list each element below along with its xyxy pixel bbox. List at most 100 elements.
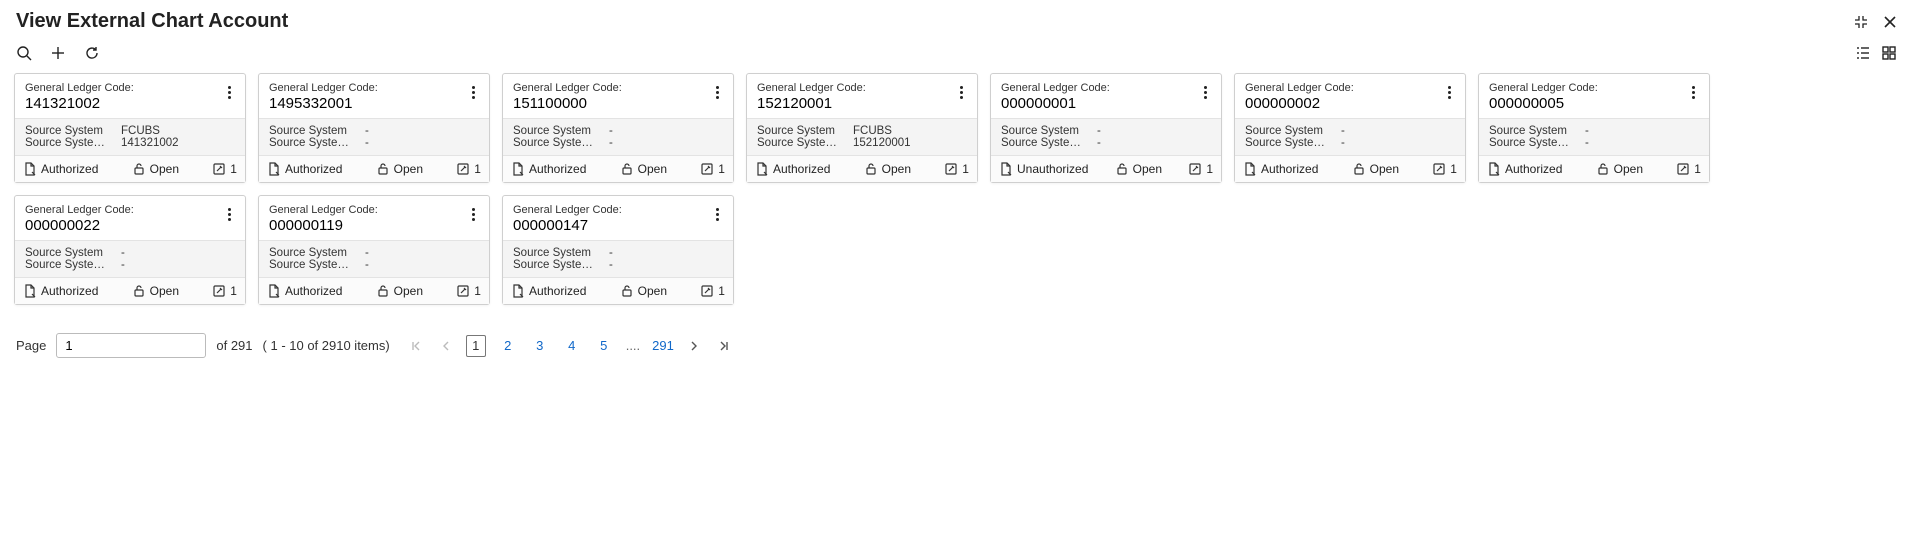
- document-icon: [755, 162, 769, 176]
- source-system-value: -: [1341, 125, 1455, 137]
- edit-count: 1: [944, 162, 969, 176]
- page-input[interactable]: [56, 333, 206, 358]
- prev-page-icon[interactable]: [436, 336, 456, 356]
- card-menu-icon[interactable]: [956, 82, 967, 103]
- source-syste-label: Source Syste…: [513, 259, 603, 271]
- account-card: General Ledger Code:1495332001Source Sys…: [258, 73, 490, 183]
- search-icon[interactable]: [16, 45, 32, 61]
- source-syste-label: Source Syste…: [1489, 137, 1579, 149]
- card-menu-icon[interactable]: [1444, 82, 1455, 103]
- edit-icon: [1432, 162, 1446, 176]
- lock-open-icon: [1352, 162, 1366, 176]
- list-view-icon[interactable]: [1855, 45, 1871, 61]
- source-system-value: FCUBS: [853, 125, 967, 137]
- card-menu-icon[interactable]: [1200, 82, 1211, 103]
- edit-count: 1: [1188, 162, 1213, 176]
- document-icon: [1243, 162, 1257, 176]
- source-syste-value: -: [1341, 137, 1455, 149]
- source-syste-label: Source Syste…: [513, 137, 603, 149]
- account-card: General Ledger Code:000000005Source Syst…: [1478, 73, 1710, 183]
- add-icon[interactable]: [50, 45, 66, 61]
- auth-status: Authorized: [267, 162, 342, 176]
- record-state: Open: [864, 162, 911, 176]
- source-syste-label: Source Syste…: [1001, 137, 1091, 149]
- page-number[interactable]: 3: [530, 335, 550, 357]
- page-of: of 291: [216, 338, 252, 353]
- gl-code: 000000147: [513, 217, 622, 234]
- gl-code: 152120001: [757, 95, 866, 112]
- record-state: Open: [132, 162, 179, 176]
- first-page-icon[interactable]: [406, 336, 426, 356]
- lock-open-icon: [376, 284, 390, 298]
- edit-count: 1: [212, 162, 237, 176]
- source-syste-label: Source Syste…: [757, 137, 847, 149]
- account-card: General Ledger Code:000000002Source Syst…: [1234, 73, 1466, 183]
- card-menu-icon[interactable]: [468, 82, 479, 103]
- document-icon: [267, 284, 281, 298]
- source-system-label: Source System: [513, 125, 603, 137]
- gl-label: General Ledger Code:: [25, 82, 134, 94]
- card-menu-icon[interactable]: [224, 82, 235, 103]
- collapse-icon[interactable]: [1853, 14, 1869, 30]
- auth-status: Authorized: [267, 284, 342, 298]
- gl-label: General Ledger Code:: [269, 82, 378, 94]
- page-range: ( 1 - 10 of 2910 items): [263, 338, 390, 353]
- account-card: General Ledger Code:151100000Source Syst…: [502, 73, 734, 183]
- gl-label: General Ledger Code:: [25, 204, 134, 216]
- auth-status: Authorized: [755, 162, 830, 176]
- edit-count: 1: [456, 284, 481, 298]
- refresh-icon[interactable]: [84, 45, 100, 61]
- card-menu-icon[interactable]: [1688, 82, 1699, 103]
- edit-count: 1: [700, 284, 725, 298]
- page-number[interactable]: 5: [594, 335, 614, 357]
- source-syste-value: -: [609, 259, 723, 271]
- lock-open-icon: [1596, 162, 1610, 176]
- edit-icon: [212, 284, 226, 298]
- lock-open-icon: [132, 284, 146, 298]
- account-card: General Ledger Code:152120001Source Syst…: [746, 73, 978, 183]
- source-system-label: Source System: [269, 125, 359, 137]
- last-page-icon[interactable]: [714, 336, 734, 356]
- document-icon: [23, 284, 37, 298]
- edit-icon: [212, 162, 226, 176]
- page-number[interactable]: 1: [466, 335, 486, 357]
- document-icon: [267, 162, 281, 176]
- page-number[interactable]: 291: [652, 335, 674, 357]
- edit-count: 1: [212, 284, 237, 298]
- source-system-value: FCUBS: [121, 125, 235, 137]
- card-menu-icon[interactable]: [468, 204, 479, 225]
- auth-status: Authorized: [511, 284, 586, 298]
- auth-status: Authorized: [23, 284, 98, 298]
- source-syste-value: 141321002: [121, 137, 235, 149]
- edit-icon: [1188, 162, 1202, 176]
- record-state: Open: [376, 284, 423, 298]
- source-syste-value: -: [1585, 137, 1699, 149]
- document-icon: [23, 162, 37, 176]
- page-number[interactable]: 2: [498, 335, 518, 357]
- edit-icon: [456, 284, 470, 298]
- auth-status: Authorized: [511, 162, 586, 176]
- source-syste-value: -: [121, 259, 235, 271]
- account-card: General Ledger Code: 141321002 Source Syst…: [14, 73, 246, 183]
- source-system-value: -: [609, 247, 723, 259]
- source-syste-label: Source Syste…: [269, 259, 359, 271]
- gl-label: General Ledger Code:: [1001, 82, 1110, 94]
- record-state: Open: [132, 284, 179, 298]
- source-system-value: -: [1585, 125, 1699, 137]
- source-syste-value: 152120001: [853, 137, 967, 149]
- source-system-label: Source System: [757, 125, 847, 137]
- edit-count: 1: [456, 162, 481, 176]
- source-system-value: -: [1097, 125, 1211, 137]
- source-system-value: -: [121, 247, 235, 259]
- card-menu-icon[interactable]: [224, 204, 235, 225]
- gl-code: 000000002: [1245, 95, 1354, 112]
- next-page-icon[interactable]: [684, 336, 704, 356]
- tile-view-icon[interactable]: [1881, 45, 1897, 61]
- source-syste-value: -: [1097, 137, 1211, 149]
- card-menu-icon[interactable]: [712, 204, 723, 225]
- close-icon[interactable]: [1883, 15, 1897, 29]
- record-state: Open: [1596, 162, 1643, 176]
- card-menu-icon[interactable]: [712, 82, 723, 103]
- page-number[interactable]: 4: [562, 335, 582, 357]
- source-syste-label: Source Syste…: [25, 137, 115, 149]
